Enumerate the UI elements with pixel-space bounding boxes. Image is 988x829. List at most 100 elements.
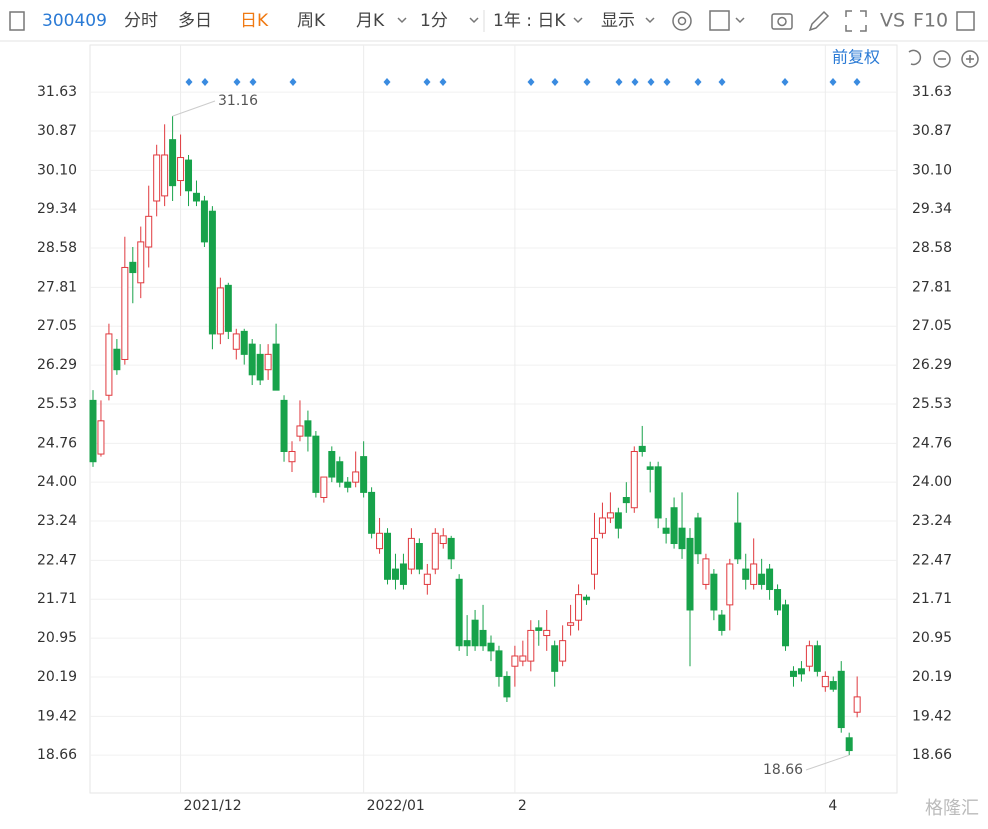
display-select[interactable]: 显示 <box>601 11 635 31</box>
candle-body <box>224 284 232 332</box>
zoom-in[interactable] <box>961 50 979 68</box>
candle-body <box>288 450 296 463</box>
y-tick-label: 26.29 <box>37 357 77 373</box>
checkbox-icon[interactable] <box>709 10 730 31</box>
tab-active[interactable]: 日K <box>240 11 269 31</box>
event-marker <box>781 78 789 86</box>
candle-body <box>328 450 336 478</box>
y-tick-label-right: 24.00 <box>912 474 952 490</box>
reset-icon[interactable] <box>908 49 922 66</box>
tab[interactable]: 周K <box>297 11 326 31</box>
candle-body <box>185 159 193 192</box>
tab[interactable]: 分时 <box>124 11 158 31</box>
candle-body <box>606 512 614 519</box>
y-tick-label: 27.05 <box>37 318 77 334</box>
max-annotation: 31.16 <box>218 93 258 109</box>
chevron <box>735 17 745 24</box>
event-marker <box>583 78 591 86</box>
candle-body <box>447 537 455 560</box>
y-tick-label-right: 22.47 <box>912 552 952 568</box>
candle-body <box>543 629 551 637</box>
candle-body <box>256 353 264 381</box>
stock-code[interactable]: 300409 <box>42 11 107 31</box>
y-tick-label: 25.53 <box>37 396 77 412</box>
event-marker <box>289 78 297 86</box>
range-select[interactable]: 1年 : 日K <box>493 11 566 31</box>
y-tick-label-right: 28.58 <box>912 240 952 256</box>
candle-body <box>384 532 392 580</box>
vs-button[interactable]: VS <box>880 10 905 32</box>
y-tick-label: 18.66 <box>37 747 77 763</box>
candle-body <box>575 594 583 621</box>
candle-body <box>614 512 622 529</box>
event-marker <box>718 78 726 86</box>
y-tick-label: 30.87 <box>37 123 77 139</box>
candle-body <box>208 210 216 335</box>
y-tick-label: 20.95 <box>37 630 77 646</box>
tab[interactable]: 多日 <box>178 11 212 31</box>
candle-body <box>177 157 185 182</box>
chevron <box>573 17 583 24</box>
candle-body <box>527 629 535 662</box>
toolbar: 300409 分时 多日 日K 周K 月K 1分 1年 : 日K 显示 VS F… <box>0 10 988 42</box>
candle-body <box>535 627 543 631</box>
candle-body <box>415 543 423 570</box>
candle-body <box>742 568 750 580</box>
adjust-button[interactable]: 前复权 <box>832 48 880 67</box>
candle-body <box>797 668 805 675</box>
candle-body <box>89 399 97 463</box>
camera-icon[interactable] <box>771 13 793 30</box>
event-marker <box>233 78 241 86</box>
y-tick-label-right: 31.63 <box>912 84 952 100</box>
y-tick-label: 22.47 <box>37 552 77 568</box>
candle-body <box>710 573 718 611</box>
candle-body <box>368 491 376 534</box>
candle-body <box>121 266 129 360</box>
candle-body <box>598 517 606 534</box>
y-tick-label: 31.63 <box>37 84 77 100</box>
y-tick-label-right: 29.34 <box>912 201 952 217</box>
zoom-out[interactable] <box>933 50 951 68</box>
y-tick-label-right: 20.19 <box>912 669 952 685</box>
candle-body <box>232 333 240 350</box>
f10-button[interactable]: F10 <box>913 10 948 32</box>
expand-icon[interactable] <box>845 10 867 32</box>
y-tick-label: 29.34 <box>37 201 77 217</box>
candle-body <box>583 596 591 601</box>
tab[interactable]: 1分 <box>420 11 448 31</box>
candle-body <box>694 517 702 555</box>
candle-body <box>734 522 742 560</box>
y-tick-label-right: 30.10 <box>912 162 952 178</box>
sidebar-icon[interactable] <box>9 11 25 31</box>
y-tick-label-right: 19.42 <box>912 708 952 724</box>
y-tick-label: 28.58 <box>37 240 77 256</box>
candle-body <box>240 330 248 355</box>
annotation-leader <box>172 100 216 117</box>
event-marker <box>694 78 702 86</box>
candle-body <box>519 655 527 662</box>
settings-icon[interactable] <box>672 11 692 31</box>
chevron <box>469 17 479 24</box>
chevron <box>397 17 407 24</box>
y-tick-label: 21.71 <box>37 591 77 607</box>
candle-body <box>821 675 829 688</box>
event-marker <box>647 78 655 86</box>
candle-body <box>789 670 797 677</box>
candle-body <box>495 650 503 677</box>
candle-body <box>391 568 399 580</box>
panel-icon[interactable] <box>956 11 975 31</box>
candle-body <box>97 420 105 455</box>
tab[interactable]: 月K <box>356 11 385 31</box>
pen-icon[interactable] <box>808 10 830 32</box>
candle-body <box>272 343 280 391</box>
x-tick-label: 2022/01 <box>367 798 425 814</box>
y-tick-label-right: 30.87 <box>912 123 952 139</box>
event-marker <box>423 78 431 86</box>
candle-body <box>113 348 121 371</box>
candle-body <box>399 563 407 585</box>
candle-body <box>487 642 495 652</box>
y-tick-label-right: 27.81 <box>912 279 952 295</box>
candle-body <box>646 466 654 470</box>
candle-body <box>662 527 670 534</box>
